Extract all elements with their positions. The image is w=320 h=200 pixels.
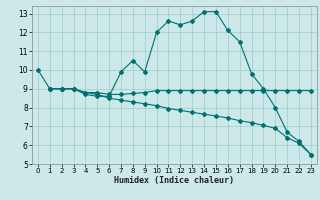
X-axis label: Humidex (Indice chaleur): Humidex (Indice chaleur) bbox=[115, 176, 234, 185]
